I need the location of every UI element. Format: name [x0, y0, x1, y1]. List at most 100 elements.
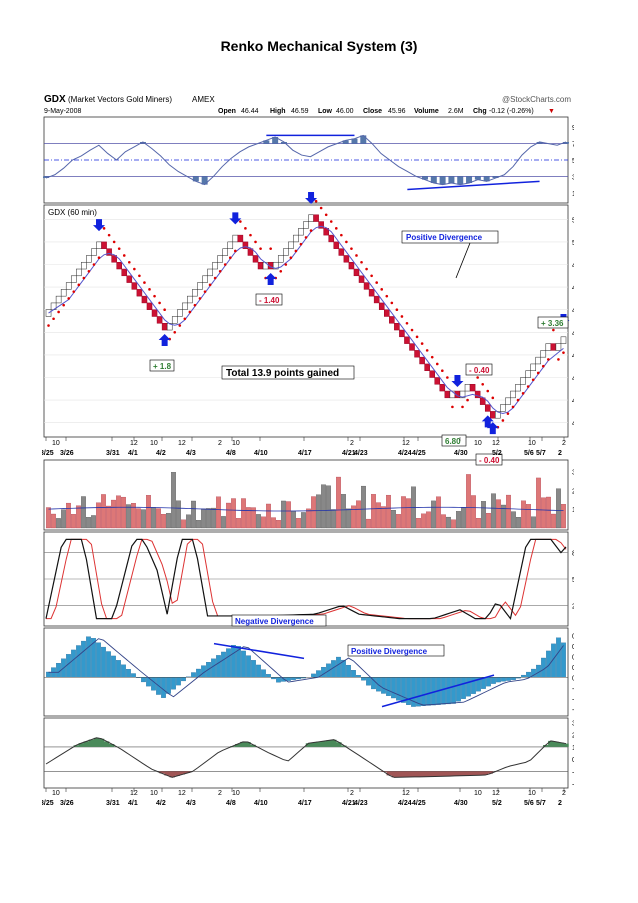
macd-histogram-bar [541, 657, 546, 678]
psar-dot [188, 310, 192, 314]
psar-dot [92, 263, 96, 266]
volume-bar [251, 507, 256, 529]
volume-bar [546, 496, 551, 529]
x-hour-label-bottom: 12 [492, 790, 500, 797]
volume-bar [256, 514, 261, 529]
renko-down-brick [156, 316, 163, 324]
macd-histogram-bar [101, 646, 106, 678]
volume-bar [456, 511, 461, 529]
macd-histogram-bar [446, 677, 451, 705]
psar-dot [314, 199, 318, 203]
psar-dot [128, 260, 131, 264]
rsi-ticks: 90 70 50 30 10 [572, 125, 580, 198]
price-tick-label: 50 [572, 240, 574, 247]
cci-line [45, 737, 567, 778]
volume-bar [491, 493, 496, 529]
volume-bar [186, 514, 191, 529]
x-date-label: 5/6 [524, 450, 534, 457]
renko-up-brick [70, 275, 77, 283]
volume-bar [226, 502, 231, 529]
divergence-pointer [455, 242, 471, 279]
x-date-label-bottom: 4/1 [128, 800, 138, 807]
renko-down-brick [101, 241, 107, 249]
loss-box-1 [255, 293, 283, 306]
positive-divergence-label-macd: Positive Divergence [351, 647, 428, 656]
macd-histogram-bar [366, 677, 371, 686]
renko-up-brick [227, 241, 234, 249]
macd-histogram-bar [486, 677, 491, 687]
volume-bar [291, 510, 296, 529]
rsi-tick-label: 30 [572, 174, 574, 181]
volume-bar [66, 502, 71, 529]
volume-bar [211, 507, 216, 529]
renko-up-brick [303, 221, 309, 229]
cci-tick-label: 300 [572, 720, 574, 727]
psar-dot [294, 249, 298, 253]
price-grid [44, 219, 568, 424]
rsi-overbought-fill [139, 135, 569, 144]
macd-negative-divergence-line [213, 642, 305, 660]
psar-dot [562, 351, 565, 354]
arrows-layer [93, 192, 570, 435]
macd-histogram-bar [416, 677, 421, 707]
psar-dot [178, 324, 182, 327]
volume-bar [216, 496, 221, 529]
x-date-label-bottom: 4/23 [354, 800, 368, 807]
psar-dot [304, 236, 308, 239]
psar-dot [234, 249, 237, 253]
x-hour-label-bottom: 2 [350, 790, 354, 797]
macd-histogram-bar [441, 677, 446, 705]
psar-dot [415, 335, 419, 339]
volume-bar [271, 517, 276, 529]
psar-dot [158, 301, 161, 305]
psar-dot [531, 378, 535, 382]
macd-histogram-bar [151, 677, 156, 691]
renko-down-brick [353, 268, 360, 277]
volume-bar [446, 516, 451, 529]
renko-down-brick [474, 390, 481, 399]
x-hour-label: 10 [52, 440, 60, 447]
rsi-tick-label: 70 [572, 142, 574, 149]
macd-histogram-bar [386, 677, 391, 696]
macd-histogram-bar [456, 677, 461, 702]
renko-down-brick [444, 390, 451, 399]
psar-dot [198, 297, 202, 300]
price-tick-label: 42 [572, 421, 574, 428]
psar-dot [420, 342, 424, 345]
volume-bar [531, 516, 536, 529]
sell-arrow-icon [93, 219, 106, 232]
psar-dot [370, 274, 373, 278]
loss-box-3 [475, 453, 503, 466]
volume-bar [151, 507, 156, 529]
volume-bar [341, 494, 346, 529]
psar-dot [138, 274, 141, 278]
renko-up-brick [272, 261, 279, 270]
macd-histogram-bar [231, 644, 236, 678]
volume-bar [461, 507, 466, 529]
psar-dot [557, 358, 560, 361]
volume-bar [346, 508, 351, 529]
x-date-label-bottom: 4/3 [186, 800, 196, 807]
macd-positive-divergence-line [381, 674, 495, 708]
macd-histogram-bar [46, 671, 51, 678]
psar-dot [87, 269, 91, 273]
x-date-label: 4/2 [156, 450, 166, 457]
macd-histogram-bar [391, 677, 396, 699]
renko-up-brick [535, 356, 542, 365]
volume-bar [551, 513, 556, 529]
psar-dot [269, 247, 272, 250]
psar-dot [107, 233, 111, 237]
macd-histogram-bar [396, 677, 401, 701]
volume-bar [416, 518, 421, 529]
macd-histogram-bar [521, 674, 526, 678]
volume-bar [236, 518, 241, 529]
x-date-label-bottom: 4/30 [454, 800, 468, 807]
x-date-label-bottom: 4/21 [342, 800, 356, 807]
psar-dot [52, 317, 55, 321]
x-date-label: 4/17 [298, 450, 312, 457]
psar-dot [72, 290, 76, 293]
volume-ticks: 3M 2M 1M [572, 469, 582, 514]
x-date-label: 4/10 [254, 450, 268, 457]
x-date-label-bottom: 4/17 [298, 800, 312, 807]
volume-bar [171, 472, 176, 529]
